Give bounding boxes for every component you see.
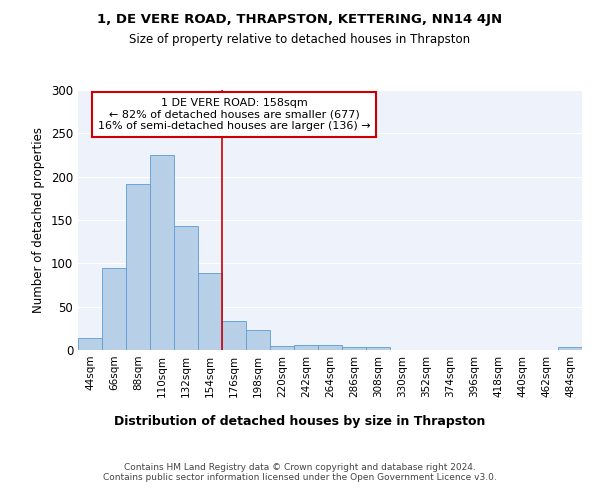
Text: Contains HM Land Registry data © Crown copyright and database right 2024.
Contai: Contains HM Land Registry data © Crown c…	[103, 463, 497, 482]
Bar	[222, 320, 246, 350]
Bar	[198, 273, 222, 350]
Y-axis label: Number of detached properties: Number of detached properties	[32, 127, 46, 313]
Bar	[174, 226, 198, 350]
Text: 1 DE VERE ROAD: 158sqm
← 82% of detached houses are smaller (677)
16% of semi-de: 1 DE VERE ROAD: 158sqm ← 82% of detached…	[98, 98, 371, 131]
Bar	[150, 155, 174, 350]
Text: Distribution of detached houses by size in Thrapston: Distribution of detached houses by size …	[115, 415, 485, 428]
Bar	[318, 345, 342, 350]
Bar	[126, 184, 150, 350]
Bar	[558, 348, 582, 350]
Bar	[102, 268, 126, 350]
Text: Size of property relative to detached houses in Thrapston: Size of property relative to detached ho…	[130, 32, 470, 46]
Bar	[294, 345, 318, 350]
Bar	[366, 348, 390, 350]
Text: 1, DE VERE ROAD, THRAPSTON, KETTERING, NN14 4JN: 1, DE VERE ROAD, THRAPSTON, KETTERING, N…	[97, 12, 503, 26]
Bar	[78, 338, 102, 350]
Bar	[246, 330, 270, 350]
Bar	[342, 346, 366, 350]
Bar	[270, 346, 294, 350]
